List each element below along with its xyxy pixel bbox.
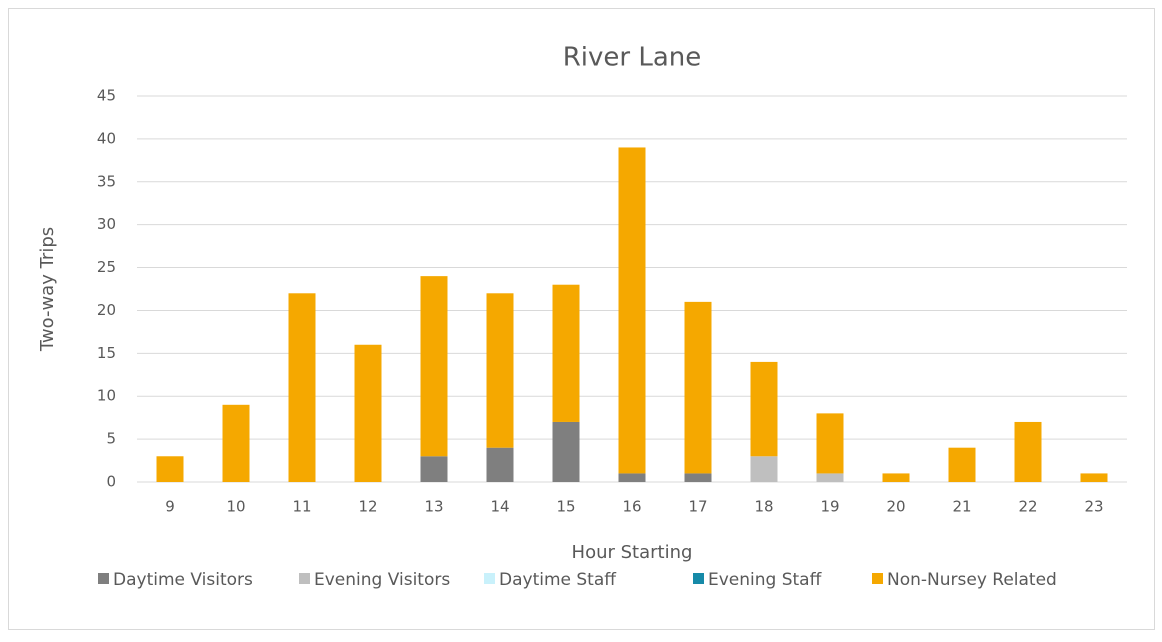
- bar-segment: [684, 473, 712, 482]
- x-tick-label: 15: [556, 498, 575, 516]
- bar-segment: [486, 293, 514, 448]
- legend-swatch: [299, 573, 310, 584]
- bar-segment: [486, 447, 514, 482]
- bar-segment: [684, 301, 712, 474]
- y-tick-label: 30: [97, 215, 116, 233]
- x-tick-label: 12: [358, 498, 377, 516]
- legend-swatch: [693, 573, 704, 584]
- bar-segment: [222, 404, 250, 482]
- bar-segment: [1080, 473, 1108, 482]
- y-tick-label: 0: [106, 473, 116, 491]
- x-tick-label: 14: [490, 498, 509, 516]
- x-tick-label: 16: [622, 498, 641, 516]
- bar-segment: [618, 147, 646, 474]
- y-tick-label: 5: [106, 430, 116, 448]
- x-tick-label: 22: [1018, 498, 1037, 516]
- x-tick-label: 10: [226, 498, 245, 516]
- x-tick-label: 20: [886, 498, 905, 516]
- bar-segment: [816, 473, 844, 482]
- y-tick-label: 40: [97, 129, 116, 147]
- x-tick-label: 21: [952, 498, 971, 516]
- x-tick-label: 9: [165, 498, 175, 516]
- bar-segment: [552, 421, 580, 482]
- y-tick-label: 25: [97, 258, 116, 276]
- x-tick-label: 11: [292, 498, 311, 516]
- legend-label: Daytime Visitors: [113, 570, 253, 590]
- x-axis-label: Hour Starting: [572, 542, 693, 563]
- bar-segment: [420, 276, 448, 457]
- x-tick-label: 18: [754, 498, 773, 516]
- x-tick-label: 13: [424, 498, 443, 516]
- x-tick-label: 19: [820, 498, 839, 516]
- bar-segment: [750, 361, 778, 457]
- legend-label: Non-Nursey Related: [887, 570, 1057, 590]
- legend-swatch: [872, 573, 883, 584]
- legend-label: Evening Staff: [708, 570, 823, 590]
- legend-swatch: [484, 573, 495, 584]
- y-tick-label: 45: [97, 87, 116, 105]
- chart-border: [8, 8, 1155, 630]
- bar-segment: [552, 284, 580, 422]
- y-axis-label: Two-way Trips: [37, 227, 58, 352]
- bar-segment: [750, 456, 778, 482]
- legend-label: Evening Visitors: [314, 570, 450, 590]
- y-tick-label: 20: [97, 301, 116, 319]
- y-tick-label: 15: [97, 344, 116, 362]
- bar-segment: [816, 413, 844, 474]
- bar-segment: [882, 473, 910, 482]
- bar-segment: [1014, 421, 1042, 482]
- bar-segment: [156, 456, 184, 482]
- x-tick-label: 17: [688, 498, 707, 516]
- chart-title: River Lane: [563, 43, 702, 73]
- y-tick-label: 10: [97, 387, 116, 405]
- bar-segment: [948, 447, 976, 482]
- legend-label: Daytime Staff: [499, 570, 617, 590]
- y-tick-label: 35: [97, 172, 116, 190]
- bar-segment: [420, 456, 448, 482]
- bar-segment: [618, 473, 646, 482]
- bar-segment: [288, 293, 316, 482]
- x-tick-label: 23: [1084, 498, 1103, 516]
- legend-swatch: [98, 573, 109, 584]
- bar-segment: [354, 344, 382, 482]
